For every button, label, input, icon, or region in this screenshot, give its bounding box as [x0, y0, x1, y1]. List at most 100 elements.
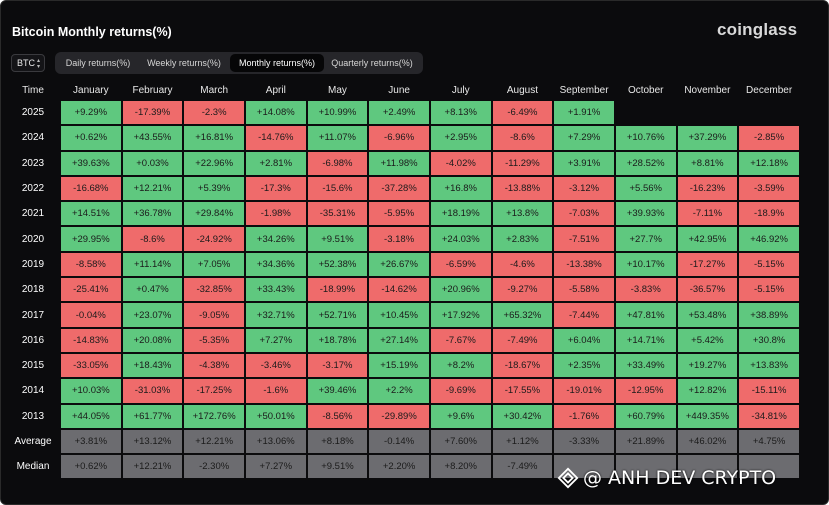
- return-cell: -3.17%: [307, 353, 368, 378]
- return-cell: -14.76%: [245, 126, 306, 150]
- return-cell: -3.46%: [245, 353, 306, 378]
- return-cell: -17.27%: [677, 252, 738, 277]
- return-cell: +32.71%: [245, 303, 306, 327]
- return-cell: -8.6%: [122, 227, 183, 251]
- return-cell: +0.62%: [61, 455, 121, 479]
- year-row: 2021 +14.51% +36.78% +29.84% -1.98% -35.31% -5…: [7, 202, 799, 226]
- return-cell: +12.21%: [122, 176, 183, 201]
- year-label: 2021: [7, 202, 59, 226]
- return-cell: -18.99%: [307, 278, 368, 302]
- year-label: 2022: [7, 176, 59, 201]
- return-cell: +9.51%: [307, 227, 368, 251]
- return-cell: +46.02%: [677, 429, 738, 454]
- return-cell: -24.92%: [184, 227, 244, 251]
- return-cell: +5.42%: [677, 328, 738, 352]
- return-cell: +7.27%: [245, 455, 306, 479]
- return-cell: +52.38%: [307, 252, 368, 277]
- chart-title: Bitcoin Monthly returns(%): [12, 25, 172, 39]
- return-cell: -25.41%: [61, 278, 121, 302]
- return-cell: +10.17%: [615, 252, 676, 277]
- return-cell: +8.81%: [677, 151, 738, 175]
- column-header-month: March: [200, 84, 229, 96]
- return-cell: -18.9%: [739, 202, 799, 226]
- return-cell: -7.03%: [554, 202, 614, 226]
- return-cell: +36.78%: [122, 202, 183, 226]
- return-cell: +18.78%: [307, 328, 368, 352]
- return-cell: +3.81%: [61, 429, 121, 454]
- return-cell: +10.99%: [307, 101, 368, 125]
- return-cell: +5.39%: [184, 176, 244, 201]
- return-cell: -8.58%: [61, 252, 121, 277]
- return-cell: +16.8%: [430, 176, 491, 201]
- return-cell: -11.29%: [492, 151, 553, 175]
- return-cell: -17.55%: [492, 379, 553, 403]
- return-cell: [554, 455, 614, 479]
- year-label: 2018: [7, 278, 59, 302]
- return-cell: +53.48%: [677, 303, 738, 327]
- return-cell: +2.81%: [245, 151, 306, 175]
- return-cell: -5.95%: [369, 202, 429, 226]
- return-cell: -29.89%: [369, 404, 429, 428]
- return-cell: -6.59%: [430, 252, 491, 277]
- return-cell: +18.19%: [430, 202, 491, 226]
- year-label: 2016: [7, 328, 59, 352]
- return-cell: +37.29%: [677, 126, 738, 150]
- return-cell: -9.69%: [430, 379, 491, 403]
- tab-daily-returns[interactable]: Daily returns(%): [65, 58, 131, 68]
- column-header-month: February: [132, 84, 173, 96]
- return-cell: -14.83%: [61, 328, 121, 352]
- return-cell: -7.11%: [677, 202, 738, 226]
- return-cell: -31.03%: [122, 379, 183, 403]
- return-cell: -4.38%: [184, 353, 244, 378]
- return-cell: +30.42%: [492, 404, 553, 428]
- return-cell: +12.21%: [122, 455, 183, 479]
- return-cell: [615, 101, 676, 125]
- year-label: 2025: [7, 101, 59, 125]
- return-cell: +2.49%: [369, 101, 429, 125]
- return-cell: +28.52%: [615, 151, 676, 175]
- return-cell: -7.67%: [430, 328, 491, 352]
- return-cell: -8.6%: [492, 126, 553, 150]
- column-header-month: May: [328, 84, 347, 96]
- tab-monthly-returns[interactable]: Monthly returns(%): [230, 54, 324, 72]
- return-cell: +9.6%: [430, 404, 491, 428]
- tab-quarterly-returns[interactable]: Quarterly returns(%): [331, 58, 413, 68]
- brand-logo: coinglass: [717, 20, 798, 39]
- tab-weekly-returns[interactable]: Weekly returns(%): [147, 58, 221, 68]
- return-cell: +10.45%: [369, 303, 429, 327]
- summary-label: Average: [7, 429, 59, 454]
- year-label: 2017: [7, 303, 59, 327]
- return-cell: -9.05%: [184, 303, 244, 327]
- return-cell: +7.05%: [184, 252, 244, 277]
- return-cell: +10.76%: [615, 126, 676, 150]
- return-cell: +8.20%: [430, 455, 491, 479]
- column-header-month: June: [388, 84, 410, 96]
- return-cell: -7.49%: [492, 328, 553, 352]
- column-header-month: August: [506, 84, 538, 96]
- return-cell: -34.81%: [739, 404, 799, 428]
- coin-select[interactable]: BTC ▴ ▾: [11, 54, 45, 72]
- return-cell: +12.82%: [677, 379, 738, 403]
- return-cell: +7.60%: [430, 429, 491, 454]
- return-cell: +11.98%: [369, 151, 429, 175]
- year-label: 2020: [7, 227, 59, 251]
- table-header-row: Time January February March April May June July…: [7, 81, 799, 99]
- year-label: 2023: [7, 151, 59, 175]
- return-cell: +50.01%: [245, 404, 306, 428]
- return-cell: [615, 455, 676, 479]
- year-label: 2024: [7, 126, 59, 150]
- return-cell: -15.6%: [307, 176, 368, 201]
- return-cell: +0.62%: [61, 126, 121, 150]
- return-cell: +172.76%: [184, 404, 244, 428]
- return-cell: +23.07%: [122, 303, 183, 327]
- year-row: 2020 +29.95% -8.6% -24.92% +34.26% +9.51% -3.1…: [7, 227, 799, 251]
- return-cell: +16.81%: [184, 126, 244, 150]
- return-cell: -2.3%: [184, 101, 244, 125]
- return-cell: -0.14%: [369, 429, 429, 454]
- return-cell: +8.2%: [430, 353, 491, 378]
- return-cell: -9.27%: [492, 278, 553, 302]
- return-cell: +22.96%: [184, 151, 244, 175]
- return-cell: +20.08%: [122, 328, 183, 352]
- return-cell: -7.44%: [554, 303, 614, 327]
